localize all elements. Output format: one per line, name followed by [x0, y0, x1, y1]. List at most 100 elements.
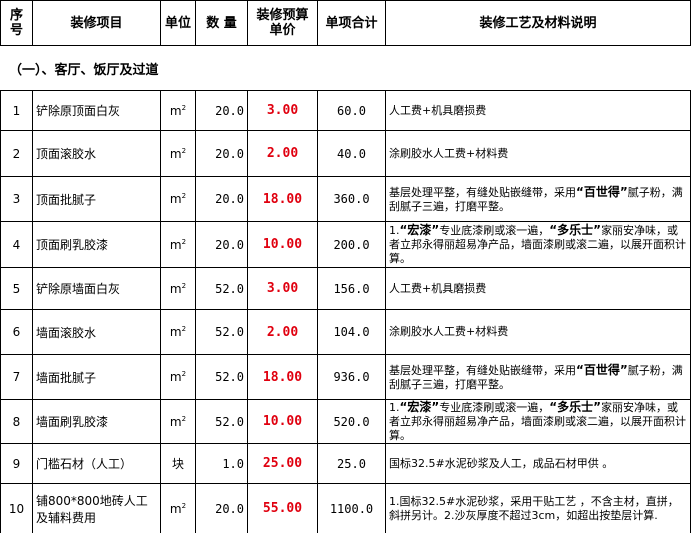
desc-segment: 基层处理平整，有缝处贴嵌缝带，采用: [389, 363, 576, 377]
unit-text: m: [169, 192, 182, 206]
cell-desc[interactable]: 1.“宏漆”专业底漆刷或滚一遍，“多乐士”家丽安净味，或者立邦永得丽超易净产品，…: [385, 221, 691, 268]
cell-no[interactable]: 4: [0, 221, 33, 268]
cell-item[interactable]: 铲除原顶面白灰: [32, 90, 161, 131]
header-no[interactable]: 序号: [0, 0, 33, 46]
unit-text: m: [169, 103, 182, 118]
cell-no[interactable]: 1: [0, 90, 33, 131]
cell-qty[interactable]: 20.0: [195, 483, 248, 533]
cell-item[interactable]: 墙面批腻子: [32, 354, 161, 400]
table-row: 1 铲除原顶面白灰 m2 20.0 3.00 60.0 人工费+机具磨损费: [0, 90, 691, 131]
cell-no[interactable]: 5: [0, 267, 33, 310]
cell-item[interactable]: 墙面刷乳胶漆: [32, 399, 161, 444]
cell-unit[interactable]: 块: [160, 443, 196, 484]
cell-total[interactable]: 156.0: [317, 267, 386, 310]
cell-no[interactable]: 8: [0, 399, 33, 444]
cell-no[interactable]: 2: [0, 130, 33, 177]
cell-qty[interactable]: 20.0: [195, 221, 248, 268]
cell-desc[interactable]: 人工费+机具磨损费: [385, 267, 691, 310]
cell-no[interactable]: 9: [0, 443, 33, 484]
cell-price[interactable]: 10.00: [247, 399, 318, 444]
cell-qty[interactable]: 20.0: [195, 130, 248, 177]
desc-segment: “宏漆”: [399, 400, 440, 415]
cell-no[interactable]: 6: [0, 309, 33, 355]
cell-price[interactable]: 18.00: [247, 354, 318, 400]
unit-sup: 2: [181, 146, 187, 155]
cell-no[interactable]: 10: [0, 483, 33, 533]
cell-price[interactable]: 3.00: [247, 90, 318, 131]
cell-total[interactable]: 1100.0: [317, 483, 386, 533]
cell-desc[interactable]: 人工费+机具磨损费: [385, 90, 691, 131]
cell-price[interactable]: 2.00: [247, 130, 318, 177]
desc-segment: “百世得”: [576, 184, 628, 199]
cell-total[interactable]: 200.0: [317, 221, 386, 268]
header-price[interactable]: 装修预算单价: [247, 0, 318, 46]
cell-qty[interactable]: 52.0: [195, 309, 248, 355]
cell-item[interactable]: 门槛石材（人工）: [32, 443, 161, 484]
desc-segment: 家丽安净味，或者立邦永得丽超易净产品，墙面漆刷或滚二遍，以展开面积计算。: [389, 401, 686, 442]
cell-total[interactable]: 40.0: [317, 130, 386, 177]
cell-unit[interactable]: m2: [160, 130, 196, 177]
cell-unit[interactable]: m2: [160, 221, 196, 268]
header-unit[interactable]: 单位: [160, 0, 196, 46]
desc-segment: 涂刷胶水人工费+材料费: [389, 325, 509, 338]
desc-segment: 专业底漆刷或滚一遍，: [439, 224, 550, 237]
cell-unit[interactable]: m2: [160, 483, 196, 533]
cell-unit[interactable]: m2: [160, 354, 196, 400]
cell-qty[interactable]: 20.0: [195, 176, 248, 222]
section-title[interactable]: （一）、客厅、饭厅及过道: [0, 45, 691, 91]
cell-qty[interactable]: 52.0: [195, 354, 248, 400]
cell-total[interactable]: 60.0: [317, 90, 386, 131]
cell-total[interactable]: 104.0: [317, 309, 386, 355]
cell-total[interactable]: 936.0: [317, 354, 386, 400]
header-item[interactable]: 装修项目: [32, 0, 161, 46]
cell-item[interactable]: 铲除原墙面白灰: [32, 267, 161, 310]
desc-segment: 家丽安净味，或者立邦永得丽超易净产品，墙面漆刷或滚二遍，以展开面积计算。: [389, 224, 686, 265]
desc-segment: “多乐士”: [549, 223, 602, 237]
header-desc[interactable]: 装修工艺及材料说明: [385, 0, 691, 46]
cell-price[interactable]: 25.00: [247, 443, 318, 484]
cell-item[interactable]: 顶面滚胶水: [32, 130, 161, 177]
cell-qty[interactable]: 20.0: [195, 90, 248, 131]
cell-no[interactable]: 7: [0, 354, 33, 400]
cell-total[interactable]: 25.0: [317, 443, 386, 484]
cell-price[interactable]: 3.00: [247, 267, 318, 310]
cell-price[interactable]: 10.00: [247, 221, 318, 268]
cell-unit[interactable]: m2: [160, 267, 196, 310]
cell-item[interactable]: 顶面批腻子: [32, 176, 161, 222]
desc-segment: “宏漆”: [399, 223, 440, 237]
cell-price[interactable]: 18.00: [247, 176, 318, 222]
desc-segment: “百世得”: [576, 362, 628, 377]
desc-segment: “多乐士”: [549, 400, 602, 415]
header-total[interactable]: 单项合计: [317, 0, 386, 46]
unit-text: m: [169, 501, 182, 516]
cell-qty[interactable]: 52.0: [195, 399, 248, 444]
cell-desc[interactable]: 基层处理平整，有缝处贴嵌缝带，采用“百世得”腻子粉，满刮腻子三遍，打磨平整。: [385, 354, 691, 400]
cell-qty[interactable]: 1.0: [195, 443, 248, 484]
cell-unit[interactable]: m2: [160, 90, 196, 131]
unit-text: m: [169, 237, 182, 252]
unit-text: m: [169, 281, 182, 296]
cell-total[interactable]: 520.0: [317, 399, 386, 444]
cell-desc[interactable]: 1.“宏漆”专业底漆刷或滚一遍，“多乐士”家丽安净味，或者立邦永得丽超易净产品，…: [385, 399, 691, 444]
desc-segment: 基层处理平整，有缝处贴嵌缝带，采用: [389, 185, 576, 199]
cell-item[interactable]: 铺800*800地砖人工及辅料费用: [32, 483, 161, 533]
cell-qty[interactable]: 52.0: [195, 267, 248, 310]
cell-desc[interactable]: 基层处理平整，有缝处贴嵌缝带，采用“百世得”腻子粉，满刮腻子三遍，打磨平整。: [385, 176, 691, 222]
cell-unit[interactable]: m2: [160, 176, 196, 222]
unit-sup: 2: [181, 414, 187, 423]
cell-no[interactable]: 3: [0, 176, 33, 222]
cell-price[interactable]: 55.00: [247, 483, 318, 533]
cell-unit[interactable]: m2: [160, 399, 196, 444]
cell-desc[interactable]: 涂刷胶水人工费+材料费: [385, 130, 691, 177]
cell-desc[interactable]: 1.国标32.5#水泥砂浆，采用干贴工艺 ，不含主材，直拼，斜拼另计。2.沙灰厚…: [385, 483, 691, 533]
cell-unit[interactable]: m2: [160, 309, 196, 355]
cell-item[interactable]: 顶面刷乳胶漆: [32, 221, 161, 268]
cell-price[interactable]: 2.00: [247, 309, 318, 355]
cell-total[interactable]: 360.0: [317, 176, 386, 222]
cell-desc[interactable]: 涂刷胶水人工费+材料费: [385, 309, 691, 355]
cell-item[interactable]: 墙面滚胶水: [32, 309, 161, 355]
header-qty[interactable]: 数 量: [195, 0, 248, 46]
desc-segment: 腻子粉，满刮腻子三遍，打磨平整。: [389, 363, 683, 391]
cell-desc[interactable]: 国标32.5#水泥砂浆及人工，成品石材甲供 。: [385, 443, 691, 484]
